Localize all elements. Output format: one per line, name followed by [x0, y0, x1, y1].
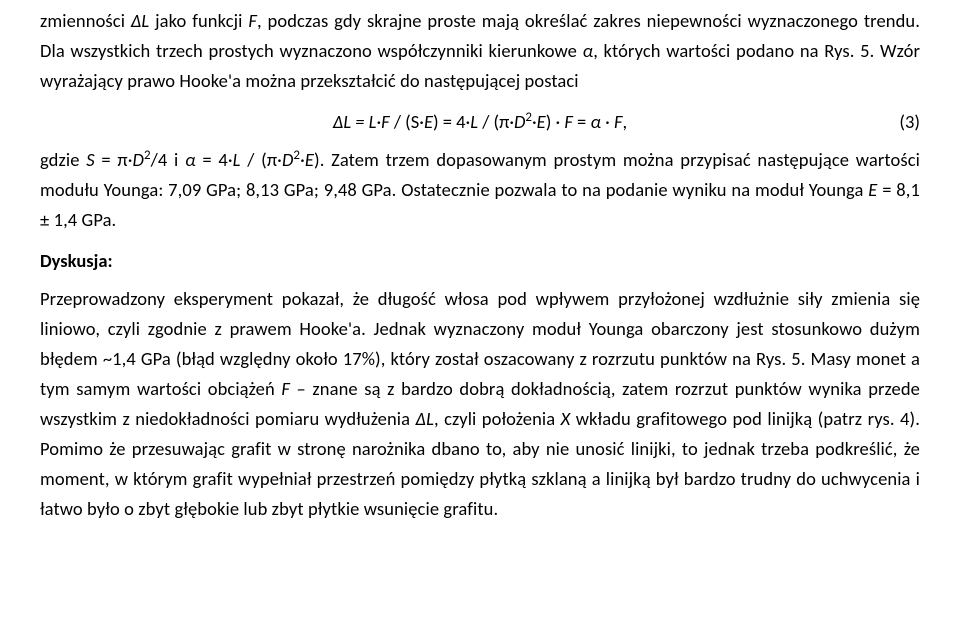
var-F: F	[564, 110, 573, 133]
text: = π·	[95, 148, 133, 171]
var-E: E	[305, 148, 314, 171]
var-D: D	[132, 148, 143, 171]
text: zmienności	[40, 9, 131, 32]
var-alpha: α	[590, 110, 600, 133]
text: / (π·	[241, 148, 282, 171]
paragraph-3: Przeprowadzony eksperyment pokazał, że d…	[40, 284, 920, 524]
text: = 4·	[196, 148, 233, 171]
text: jako funkcji	[149, 9, 248, 32]
paragraph-2: gdzie S = π·D2/4 i α = 4·L / (π·D2·E). Z…	[40, 145, 920, 235]
text: ) = 4·	[433, 110, 470, 133]
superscript: 2	[144, 148, 151, 163]
text: =	[573, 110, 591, 133]
text: gdzie	[40, 148, 86, 171]
page-body: zmienności ΔL jako funkcji F, podczas gd…	[0, 0, 960, 524]
text: ·	[601, 110, 614, 133]
equation-3: ΔL = L·F / (S·E) = 4·L / (π·D2·E) · F = …	[40, 110, 920, 133]
equation-number: (3)	[860, 110, 920, 133]
section-heading-discussion: Dyskusja:	[40, 249, 920, 272]
paragraph-1: zmienności ΔL jako funkcji F, podczas gd…	[40, 6, 920, 96]
text: / (S·	[390, 110, 424, 133]
var-alpha: α	[583, 39, 594, 62]
var-L: L	[470, 110, 478, 133]
var-E: E	[537, 110, 546, 133]
var-F: F	[381, 110, 390, 133]
var-E: E	[424, 110, 433, 133]
delta-L: ΔL	[416, 407, 434, 430]
var-F: F	[248, 9, 257, 32]
text: ,	[622, 110, 627, 133]
var-F: F	[281, 377, 290, 400]
delta-L: ΔL	[131, 9, 149, 32]
text: , czyli położenia	[434, 407, 561, 430]
text: ΔL = L	[333, 110, 377, 133]
var-X: X	[561, 407, 571, 430]
text: / (π·	[478, 110, 514, 133]
var-D: D	[282, 148, 293, 171]
text: ) ·	[546, 110, 565, 133]
var-alpha: α	[185, 148, 196, 171]
equation-body: ΔL = L·F / (S·E) = 4·L / (π·D2·E) · F = …	[100, 110, 860, 133]
var-D: D	[514, 110, 525, 133]
var-L: L	[233, 148, 241, 171]
text: /4 i	[151, 148, 185, 171]
var-S: S	[86, 148, 94, 171]
